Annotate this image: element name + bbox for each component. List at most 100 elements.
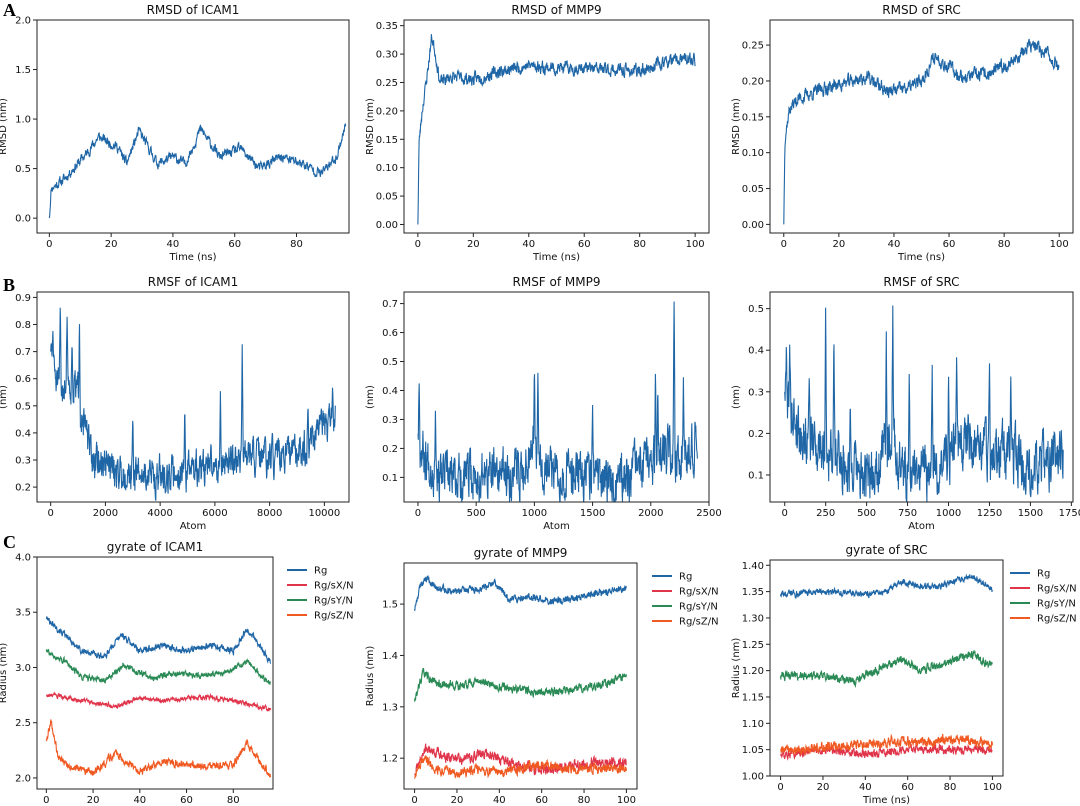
chart-title: RMSD of SRC (882, 3, 960, 17)
series-line-rg (780, 573, 993, 599)
y-tick-label: 0.10 (742, 148, 764, 159)
y-tick-label: 1.15 (742, 692, 764, 703)
plot-frame (769, 291, 1074, 503)
x-tick-label: 4000 (147, 508, 172, 519)
y-tick-label: 0.10 (376, 163, 398, 174)
y-tick-label: 0.5 (15, 164, 31, 175)
y-tick-label: 2.0 (15, 16, 31, 27)
x-tick-label: 0 (47, 508, 53, 519)
y-tick-label: 0.05 (376, 192, 398, 203)
x-tick-label: 0 (46, 239, 52, 250)
series-line-rg-sz-n (780, 733, 993, 756)
y-tick-label: 3.0 (15, 663, 31, 674)
plot-frame (403, 562, 638, 790)
x-tick-label: 1000 (522, 508, 547, 519)
rmsf-mmp9-chart: RMSF of MMP9 0 500 1000 1500 2000 2500 0.1 0.2 0.… (365, 275, 722, 532)
x-tick-label: 60 (901, 782, 914, 793)
y-tick-label: 1.3 (382, 702, 398, 713)
gyrate-mmp9-chart: gyrate of MMP90204060801001.21.31.41.5Ti… (365, 546, 719, 806)
y-tick-label: 0.4 (382, 386, 398, 397)
y-tick-label: 0.15 (376, 135, 398, 146)
y-tick-label: 0.5 (15, 401, 31, 412)
plot-frame (36, 19, 350, 234)
x-tick-label: 40 (493, 795, 506, 806)
y-tick-label: 1.40 (742, 561, 764, 572)
x-tick-label: 80 (578, 795, 591, 806)
legend-label: Rg/sY/N (1037, 599, 1076, 610)
plot-frame (36, 291, 350, 503)
legend-label: Rg/sZ/N (314, 611, 354, 622)
x-tick-label: 60 (180, 795, 193, 806)
x-tick-label: 80 (998, 239, 1011, 250)
legend-label: Rg/sX/N (314, 581, 354, 592)
legend-label: Rg (314, 566, 327, 577)
y-tick-label: 1.25 (742, 640, 764, 651)
y-tick-label: 0.25 (376, 78, 398, 89)
x-tick-label: 20 (87, 795, 100, 806)
series-line-rg-sy-n (780, 649, 993, 689)
y-axis-label: Radius (nm) (365, 646, 376, 707)
y-axis-label: RMSD (nm) (731, 98, 742, 155)
x-tick-label: 100 (686, 239, 705, 250)
x-tick-label: 0 (777, 782, 783, 793)
series-line-rg (45, 616, 272, 664)
series-line-rg-sz-n (45, 719, 272, 778)
x-axis-label: Time (ns) (168, 252, 216, 263)
y-tick-label: 0.20 (376, 106, 398, 117)
rmsd-mmp9-chart: RMSD of MMP9 0 20 40 60 80 100 0.00 0.05 0.10 0.15… (365, 3, 710, 263)
x-tick-label: 20 (451, 795, 464, 806)
y-tick-label: 0.2 (382, 444, 398, 455)
y-tick-label: 1.10 (742, 719, 764, 730)
x-tick-label: 40 (522, 239, 535, 250)
plot-frame (36, 556, 274, 790)
y-tick-label: 0.5 (748, 304, 764, 315)
y-tick-label: 0.7 (382, 299, 398, 310)
chart-title: RMSF of SRC (883, 275, 959, 289)
x-tick-label: 500 (467, 508, 486, 519)
rmsd-icam1-chart: RMSD of ICAM1 0 20 40 60 80 0.0 0.5 1.0 1.5 2.0 Tim… (0, 3, 350, 263)
x-tick-label: 1500 (580, 508, 605, 519)
y-tick-label: 0.2 (15, 483, 31, 494)
row-label-c: C (3, 532, 16, 552)
series-line-rg-sy-n (45, 648, 272, 685)
legend-label: Rg/sY/N (314, 596, 353, 607)
series-line-rmsf (50, 307, 336, 501)
x-tick-label: 8000 (257, 508, 282, 519)
y-tick-label: 0.4 (15, 428, 31, 439)
chart-title: RMSF of ICAM1 (148, 275, 239, 289)
y-axis-label: (nm) (365, 385, 376, 409)
x-tick-label: 20 (832, 239, 845, 250)
x-tick-label: 100 (1050, 239, 1069, 250)
rmsf-icam1-chart: RMSF of ICAM1 0 2000 4000 6000 8000 10000 0.2 0.… (0, 275, 350, 532)
y-tick-label: 1.5 (15, 65, 31, 76)
y-tick-label: 0.2 (748, 429, 764, 440)
x-tick-label: 6000 (202, 508, 227, 519)
series-line-rg-sx-n (46, 691, 272, 712)
y-tick-label: 0.20 (742, 76, 764, 87)
x-tick-label: 40 (859, 782, 872, 793)
y-tick-label: 0.3 (15, 456, 31, 467)
plot-frame (769, 559, 1004, 777)
x-tick-label: 20 (817, 782, 830, 793)
chart-title: RMSF of MMP9 (513, 275, 601, 289)
series-line-rmsf (417, 301, 698, 502)
x-tick-label: 80 (944, 782, 957, 793)
x-tick-label: 0 (415, 239, 421, 250)
x-tick-label: 0 (782, 508, 788, 519)
y-tick-label: 1.00 (742, 772, 764, 783)
y-axis-label: Radius (nm) (0, 643, 9, 704)
chart-title: gyrate of ICAM1 (107, 540, 203, 554)
chart-title: gyrate of MMP9 (474, 546, 568, 560)
legend-label: Rg/sZ/N (679, 617, 719, 628)
x-tick-label: 2000 (638, 508, 663, 519)
y-tick-label: 0.7 (15, 347, 31, 358)
y-tick-label: 0.5 (382, 357, 398, 368)
y-tick-label: 1.05 (742, 745, 764, 756)
chart-title: RMSD of ICAM1 (147, 3, 240, 17)
y-tick-label: 1.2 (382, 754, 398, 765)
x-tick-label: 0 (411, 795, 417, 806)
x-tick-label: 100 (983, 782, 1002, 793)
x-axis-label: Atom (543, 521, 569, 532)
gyrate-src-chart: gyrate of SRC 0 20 40 60 80 100 1.00 1.05 1.10 1.1… (731, 543, 1077, 806)
